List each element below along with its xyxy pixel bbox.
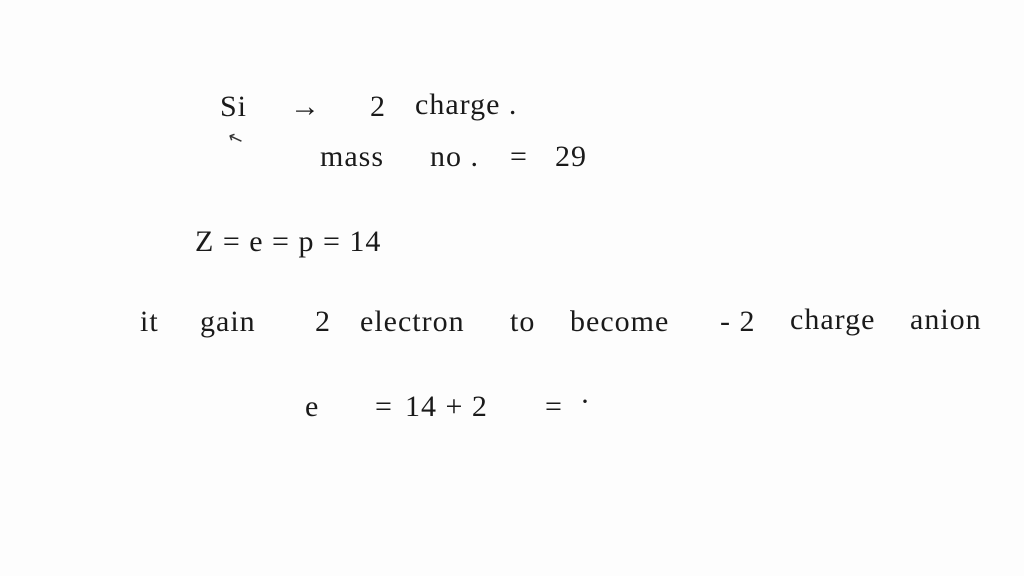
text-electron: electron <box>360 305 465 339</box>
text-z-e-p: Z = e = p = 14 <box>195 225 381 259</box>
text-it: it <box>140 305 159 339</box>
text-to: to <box>510 305 535 339</box>
text-gain: gain <box>200 305 256 339</box>
text-mass-value: 29 <box>555 140 587 174</box>
text-element-si: Si <box>220 90 247 124</box>
text-become: become <box>570 305 669 339</box>
arrow: → <box>290 90 321 124</box>
cursor-arrow-icon: ↖ <box>225 126 246 151</box>
text-minus2: - 2 <box>720 305 756 339</box>
text-equals-1: = <box>510 140 528 174</box>
text-anion: anion <box>910 303 982 337</box>
text-no: no . <box>430 140 479 174</box>
text-charge-number: 2 <box>370 90 386 124</box>
text-expr: 14 + 2 <box>405 390 488 424</box>
text-charge-label: charge . <box>415 88 517 122</box>
handwritten-page: Si → 2 charge . ↖ mass no . = 29 Z = e =… <box>0 0 1024 576</box>
text-mass: mass <box>320 140 384 174</box>
text-e2: e <box>305 390 319 424</box>
text-eq-a: = <box>375 390 393 424</box>
text-charge2: charge <box>790 303 875 337</box>
text-dot: · <box>580 385 591 419</box>
text-two: 2 <box>315 305 331 339</box>
text-eq-b: = <box>545 390 563 424</box>
